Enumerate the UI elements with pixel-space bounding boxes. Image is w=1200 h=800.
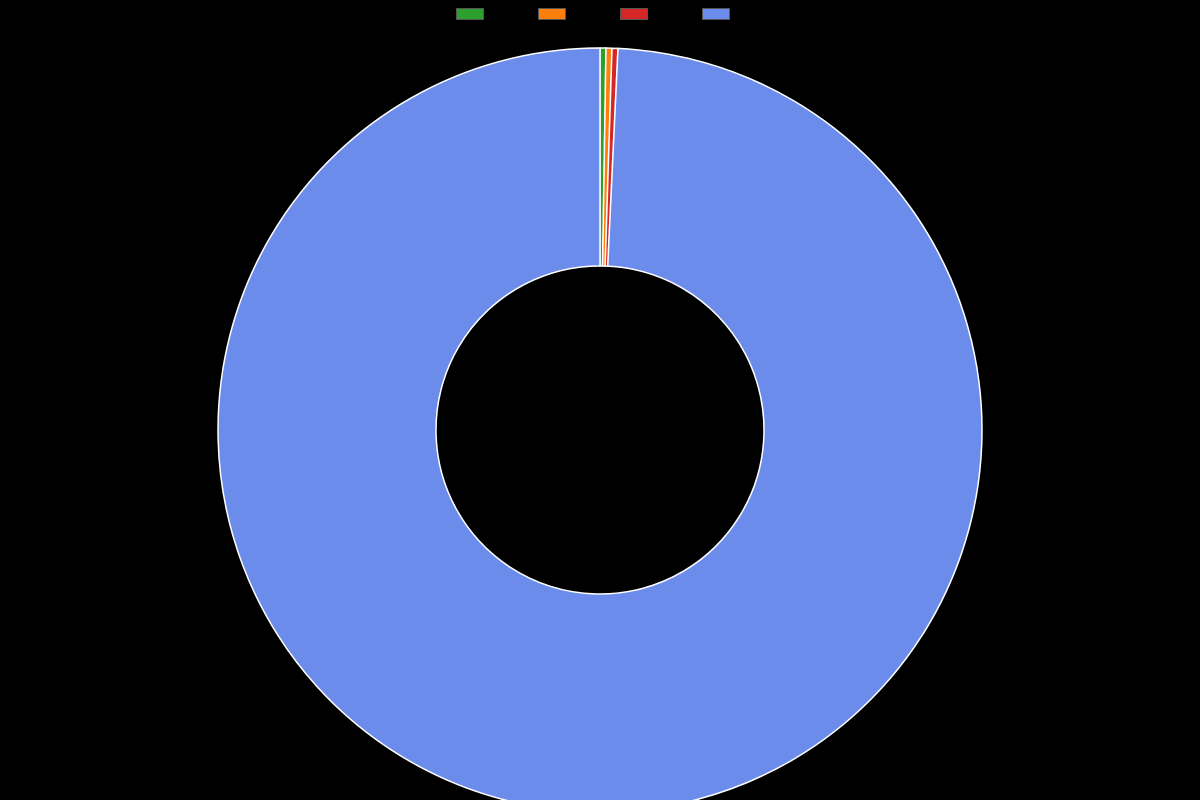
legend-swatch-0: [456, 8, 484, 20]
legend-swatch-1: [538, 8, 566, 20]
donut-chart: [0, 20, 1200, 800]
chart-legend: [456, 8, 744, 20]
legend-item-2: [620, 8, 662, 20]
legend-item-1: [538, 8, 580, 20]
legend-swatch-3: [702, 8, 730, 20]
legend-swatch-2: [620, 8, 648, 20]
legend-item-0: [456, 8, 498, 20]
legend-item-3: [702, 8, 744, 20]
donut-slice: [218, 48, 982, 800]
donut-chart-container: [0, 20, 1200, 800]
